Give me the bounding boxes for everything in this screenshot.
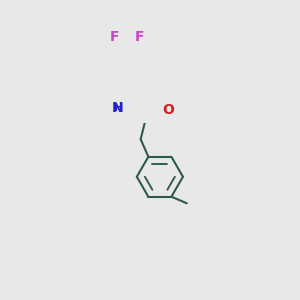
Text: N: N xyxy=(112,101,123,115)
Text: F: F xyxy=(110,31,120,44)
Text: H: H xyxy=(114,103,123,113)
Text: F: F xyxy=(134,31,144,44)
Text: O: O xyxy=(163,103,175,117)
